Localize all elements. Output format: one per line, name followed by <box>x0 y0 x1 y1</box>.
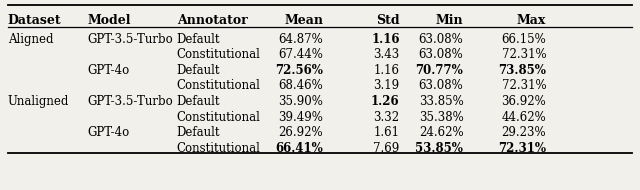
Text: 66.15%: 66.15% <box>502 33 546 46</box>
Text: 29.23%: 29.23% <box>502 126 546 139</box>
Text: GPT-4o: GPT-4o <box>88 64 130 77</box>
Text: Min: Min <box>436 14 463 28</box>
Text: 72.31%: 72.31% <box>502 79 546 93</box>
Text: 33.85%: 33.85% <box>419 95 463 108</box>
Text: 72.56%: 72.56% <box>275 64 323 77</box>
Text: Std: Std <box>376 14 399 28</box>
Text: 36.92%: 36.92% <box>502 95 546 108</box>
Text: 35.38%: 35.38% <box>419 111 463 124</box>
Text: Unaligned: Unaligned <box>8 95 69 108</box>
Text: 64.87%: 64.87% <box>278 33 323 46</box>
Text: 68.46%: 68.46% <box>278 79 323 93</box>
Text: 63.08%: 63.08% <box>419 79 463 93</box>
Text: GPT-3.5-Turbo: GPT-3.5-Turbo <box>88 95 173 108</box>
Text: 53.85%: 53.85% <box>415 142 463 155</box>
Text: Max: Max <box>517 14 546 28</box>
Text: Model: Model <box>88 14 131 28</box>
Text: 24.62%: 24.62% <box>419 126 463 139</box>
Text: Mean: Mean <box>284 14 323 28</box>
Text: 63.08%: 63.08% <box>419 33 463 46</box>
Text: 1.61: 1.61 <box>374 126 399 139</box>
Text: 73.85%: 73.85% <box>499 64 546 77</box>
Text: 35.90%: 35.90% <box>278 95 323 108</box>
Text: Default: Default <box>177 95 220 108</box>
Text: GPT-4o: GPT-4o <box>88 126 130 139</box>
Text: Constitutional: Constitutional <box>177 111 260 124</box>
Text: Constitutional: Constitutional <box>177 79 260 93</box>
Text: 1.26: 1.26 <box>371 95 399 108</box>
Text: Constitutional: Constitutional <box>177 48 260 61</box>
Text: 3.32: 3.32 <box>374 111 399 124</box>
Text: Default: Default <box>177 64 220 77</box>
Text: Default: Default <box>177 126 220 139</box>
Text: Default: Default <box>177 33 220 46</box>
Text: Constitutional: Constitutional <box>177 142 260 155</box>
Text: 70.77%: 70.77% <box>415 64 463 77</box>
Text: 72.31%: 72.31% <box>498 142 546 155</box>
Text: Annotator: Annotator <box>177 14 248 28</box>
Text: 1.16: 1.16 <box>371 33 399 46</box>
Text: 63.08%: 63.08% <box>419 48 463 61</box>
Text: 72.31%: 72.31% <box>502 48 546 61</box>
Text: 7.69: 7.69 <box>373 142 399 155</box>
Text: Aligned: Aligned <box>8 33 53 46</box>
Text: 1.16: 1.16 <box>374 64 399 77</box>
Text: 44.62%: 44.62% <box>502 111 546 124</box>
Text: 3.43: 3.43 <box>373 48 399 61</box>
Text: GPT-3.5-Turbo: GPT-3.5-Turbo <box>88 33 173 46</box>
Text: 39.49%: 39.49% <box>278 111 323 124</box>
Text: 66.41%: 66.41% <box>275 142 323 155</box>
Text: Dataset: Dataset <box>8 14 61 28</box>
Text: 26.92%: 26.92% <box>278 126 323 139</box>
Text: 3.19: 3.19 <box>374 79 399 93</box>
Text: 67.44%: 67.44% <box>278 48 323 61</box>
